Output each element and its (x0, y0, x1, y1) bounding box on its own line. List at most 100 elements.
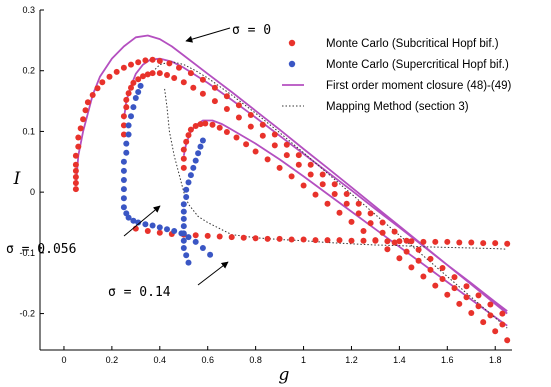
subcritical-data-point (324, 237, 331, 244)
y-tick-label: -0.1 (19, 248, 35, 258)
subcritical-data-point (192, 232, 199, 239)
legend-dot-marker (288, 60, 296, 68)
subcritical-data-point (379, 219, 386, 226)
subcritical-data-point (233, 134, 240, 141)
subcritical-data-point (367, 210, 374, 217)
subcritical-data-point (106, 73, 113, 80)
legend-label: First order moment closure (48)-(49) (326, 80, 511, 92)
subcritical-data-point (307, 161, 314, 168)
subcritical-data-point (223, 129, 230, 135)
supercritical-data-point (120, 186, 127, 193)
supercritical-data-point (183, 252, 190, 259)
subcritical-data-point (171, 75, 178, 81)
subcritical-data-point (240, 234, 247, 241)
x-tick-label: 0 (61, 355, 66, 365)
legend-label: Mapping Method (section 3) (326, 101, 469, 113)
subcritical-data-point (264, 235, 271, 242)
subcritical-data-point (72, 161, 79, 168)
subcritical-data-point (72, 174, 79, 180)
subcritical-data-point (331, 181, 338, 188)
subcritical-data-point (283, 141, 290, 148)
subcritical-data-point (243, 141, 250, 148)
subcritical-data-point (276, 235, 283, 242)
subcritical-data-point (324, 200, 331, 207)
subcritical-data-point (123, 96, 130, 103)
subcritical-data-point (123, 104, 130, 111)
subcritical-data-point (492, 328, 499, 335)
subcritical-data-point (94, 85, 101, 92)
subcritical-data-point (113, 68, 120, 75)
subcritical-data-point (312, 191, 319, 198)
x-tick-label: 0.6 (201, 355, 214, 365)
subcritical-data-point (403, 237, 410, 244)
subcritical-data-point (336, 209, 343, 216)
subcritical-data-point (475, 303, 482, 310)
supercritical-data-point (130, 217, 137, 224)
subcritical-data-point (295, 161, 302, 168)
subcritical-data-point (396, 238, 403, 245)
supercritical-data-point (180, 245, 187, 251)
y-tick-group: 0.3 0.2 0.1 0 -0.1 -0.2 (19, 5, 44, 319)
supercritical-data-point (199, 137, 206, 144)
subcritical-data-point (408, 264, 415, 271)
annotation-group: σ = 0 σ = 0.056 σ = 0.14 (6, 23, 271, 300)
subcritical-data-point (259, 132, 266, 139)
supercritical-data-point (180, 230, 187, 237)
subcritical-data-point (355, 200, 362, 207)
supercritical-data-point (180, 223, 187, 230)
subcritical-data-point (84, 99, 91, 106)
y-tick-label: 0.3 (22, 5, 35, 15)
subcritical-data-point (487, 301, 494, 308)
subcritical-data-point (372, 237, 379, 244)
subcritical-data-point (180, 146, 187, 153)
subcritical-data-point (463, 283, 470, 290)
subcritical-data-point (235, 102, 242, 109)
subcritical-data-point (180, 155, 187, 162)
subcritical-data-point (72, 167, 79, 174)
subcritical-data-point (271, 142, 278, 149)
subcritical-data-point (480, 319, 487, 326)
sigma-annotation: σ = 0.14 (108, 285, 171, 300)
subcritical-data-point (319, 171, 326, 178)
subcritical-data-point (355, 210, 362, 217)
supercritical-data-point (171, 228, 178, 234)
supercritical-data-point (156, 224, 163, 231)
supercritical-data-point (199, 245, 206, 251)
subcritical-data-point (288, 236, 295, 243)
sigma-annotation: σ = 0 (232, 23, 271, 38)
subcritical-data-point (415, 246, 422, 253)
subcritical-data-point (72, 186, 79, 193)
supercritical-data-point (135, 219, 142, 226)
subcritical-data-point (348, 218, 355, 225)
subcritical-data-point (499, 310, 506, 317)
subcritical-data-point (125, 90, 132, 97)
subcritical-data-point (149, 56, 156, 63)
subcritical-data-point (166, 60, 173, 67)
subcritical-data-point (504, 337, 511, 344)
subcritical-data-point (128, 61, 134, 68)
subcritical-data-point (209, 121, 216, 128)
subcritical-data-point (264, 156, 271, 163)
subcritical-data-point (391, 228, 398, 235)
subcritical-data-point (187, 70, 194, 77)
subcritical-data-point (420, 273, 427, 280)
subcritical-data-point (283, 152, 290, 159)
x-tick-label: 1 (301, 355, 306, 365)
x-tick-label: 0.4 (154, 355, 167, 365)
subcritical-data-point (487, 312, 494, 319)
supercritical-data-point (183, 186, 190, 193)
annotation-arrow (185, 27, 231, 43)
subcritical-data-point (367, 220, 374, 227)
subcritical-data-point (190, 84, 197, 91)
subcritical-data-point (492, 240, 499, 247)
y-tick-label: -0.2 (19, 309, 35, 319)
subcritical-data-point (180, 79, 187, 86)
subcritical-data-point (130, 79, 137, 86)
subcritical-data-point (259, 121, 266, 128)
subcritical-data-point (164, 72, 170, 78)
subcritical-data-point (504, 240, 511, 247)
subcritical-data-point (99, 79, 106, 86)
supercritical-data-point (120, 158, 127, 165)
legend: Monte Carlo (Subcritical Hopf bif.) Monte… (282, 38, 511, 113)
subcritical-data-point (180, 164, 187, 171)
